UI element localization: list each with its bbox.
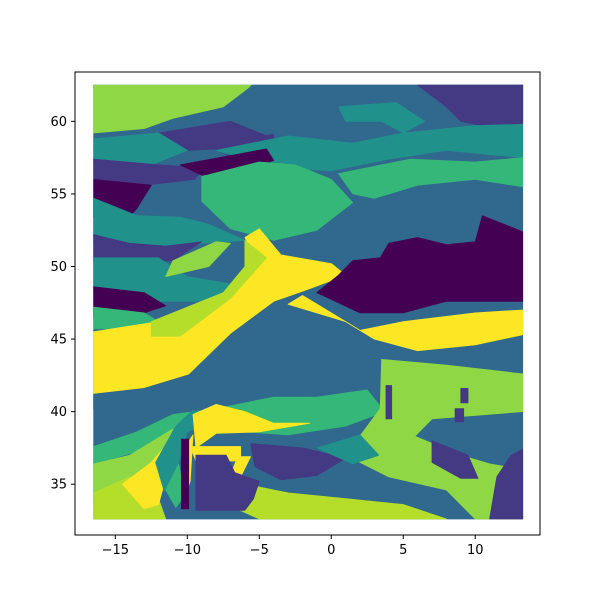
heatmap-region-39 xyxy=(250,443,347,481)
heatmap-region-19 xyxy=(165,241,231,278)
heatmap-region-23 xyxy=(503,321,524,333)
y-tick-label: 40 xyxy=(50,405,67,420)
heatmap-region-7 xyxy=(93,132,188,169)
y-tick-label: 50 xyxy=(50,260,67,275)
heatmap-region-25 xyxy=(93,361,375,413)
heatmap-region-13 xyxy=(338,157,524,199)
heatmap-region-12 xyxy=(201,161,354,241)
y-axis: 35 40 45 50 55 60 xyxy=(50,115,75,493)
heatmap-region-24 xyxy=(316,215,524,314)
y-tick-label: 45 xyxy=(50,333,67,348)
heatmap-region-43 xyxy=(181,438,190,510)
heatmap-region-34 xyxy=(192,403,311,449)
x-tick-label: 0 xyxy=(327,543,335,558)
x-tick-label: −10 xyxy=(174,543,201,558)
heatmap-region-42 xyxy=(431,440,479,479)
x-tick-label: −5 xyxy=(250,543,269,558)
heatmap-region-44 xyxy=(385,385,393,420)
heatmap-region-45 xyxy=(460,387,469,404)
heatmap-region-46 xyxy=(454,408,465,423)
heatmap-region-38 xyxy=(195,454,260,511)
heatmap-region-40 xyxy=(316,434,380,465)
y-tick-label: 55 xyxy=(50,187,67,202)
plot-frame xyxy=(74,71,541,536)
heatmap-region-41 xyxy=(489,448,524,520)
x-tick-label: 5 xyxy=(399,543,407,558)
heatmap-region-10 xyxy=(215,123,524,172)
heatmap-regions xyxy=(93,84,524,520)
y-tick-label: 60 xyxy=(50,115,67,130)
heatmap-region-21 xyxy=(150,239,267,337)
x-tick-label: 10 xyxy=(467,543,484,558)
y-tick-label: 35 xyxy=(50,478,67,493)
x-axis: −15 −10 −5 0 5 10 xyxy=(102,535,484,558)
x-tick-label: −15 xyxy=(102,543,129,558)
heatmap-region-22 xyxy=(287,295,524,352)
